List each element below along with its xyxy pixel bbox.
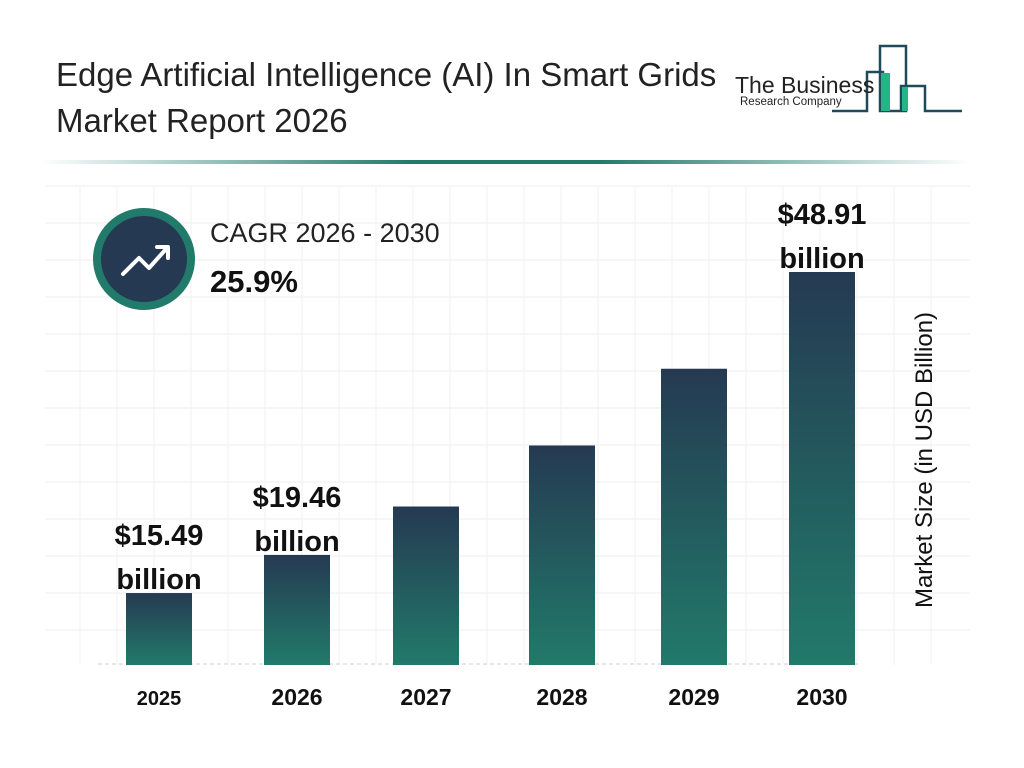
trending-up-icon xyxy=(93,208,195,310)
bar-2028 xyxy=(529,445,595,665)
divider xyxy=(40,160,970,164)
bar-2027 xyxy=(393,506,459,665)
bar-2026 xyxy=(264,554,330,665)
data-label: billion xyxy=(254,526,339,558)
x-tick-label: 2028 xyxy=(536,684,587,710)
logo-line1: The Business xyxy=(735,72,875,98)
bar-2029 xyxy=(661,368,727,665)
x-tick-label: 2030 xyxy=(796,684,847,710)
bar-2025 xyxy=(126,593,192,665)
cagr-value: 25.9% xyxy=(210,264,298,299)
page-title: Edge Artificial Intelligence (AI) In Sma… xyxy=(56,56,717,139)
data-label: $15.49 xyxy=(115,520,204,552)
logo-line2: Research Company xyxy=(740,96,842,108)
x-tick-label: 2029 xyxy=(668,684,719,710)
data-label: $19.46 xyxy=(253,482,342,514)
cagr-label: CAGR 2026 - 2030 xyxy=(210,218,440,248)
data-label: $48.91 xyxy=(778,199,867,231)
data-label: billion xyxy=(116,564,201,596)
data-label: billion xyxy=(779,243,864,275)
x-tick-label: 2025 xyxy=(137,688,182,710)
x-tick-label: 2026 xyxy=(271,684,322,710)
bar-2030 xyxy=(789,272,855,665)
x-tick-label: 2027 xyxy=(400,684,451,710)
y-axis-label: Market Size (in USD Billion) xyxy=(911,311,938,609)
